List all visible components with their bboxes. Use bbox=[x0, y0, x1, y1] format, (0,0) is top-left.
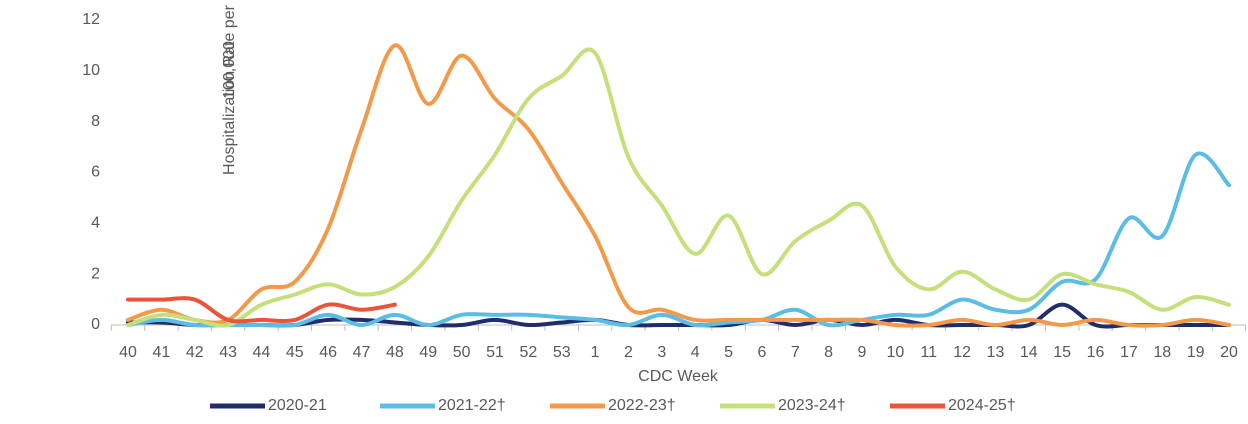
y-tick-label: 6 bbox=[91, 164, 100, 181]
x-tick-label: 1 bbox=[591, 344, 600, 361]
x-tick-label: 49 bbox=[419, 344, 437, 361]
series-line bbox=[126, 296, 397, 324]
x-tick-label: 43 bbox=[219, 344, 237, 361]
x-tick-label: 5 bbox=[724, 344, 733, 361]
x-tick-label: 47 bbox=[353, 344, 371, 361]
x-tick-label: 4 bbox=[691, 344, 700, 361]
x-tick-label: 51 bbox=[486, 344, 504, 361]
x-tick-label: 7 bbox=[791, 344, 800, 361]
x-tick-label: 44 bbox=[253, 344, 271, 361]
x-tick-label: 11 bbox=[920, 344, 937, 361]
x-tick-label: 15 bbox=[1053, 344, 1071, 361]
series-line bbox=[126, 47, 1231, 328]
x-tick-label: 40 bbox=[119, 344, 137, 361]
x-tick-label: 8 bbox=[824, 344, 833, 361]
x-tick-label: 14 bbox=[1020, 344, 1038, 361]
series-line bbox=[126, 302, 1231, 329]
x-tick-label: 48 bbox=[386, 344, 404, 361]
y-label-line: Hospitalization Rate per bbox=[221, 4, 238, 175]
legend-label: 2020-21 bbox=[268, 397, 327, 414]
legend-label: 2022-23† bbox=[608, 397, 676, 414]
legend-label: 2023-24† bbox=[778, 397, 846, 414]
x-tick-label: 53 bbox=[553, 344, 571, 361]
x-tick-label: 19 bbox=[1187, 344, 1205, 361]
x-tick-label: 9 bbox=[858, 344, 867, 361]
y-tick-label: 2 bbox=[91, 265, 100, 282]
y-label-line: 100,000 bbox=[221, 41, 238, 99]
legend-label: 2024-25† bbox=[948, 397, 1016, 414]
y-tick-label: 12 bbox=[82, 11, 100, 28]
series-line bbox=[126, 151, 1231, 328]
x-tick-label: 45 bbox=[286, 344, 304, 361]
x-tick-label: 52 bbox=[519, 344, 537, 361]
x-tick-label: 16 bbox=[1087, 344, 1105, 361]
y-tick-label: 8 bbox=[91, 113, 100, 130]
x-tick-label: 17 bbox=[1120, 344, 1138, 361]
x-tick-label: 10 bbox=[886, 344, 904, 361]
x-tick-label: 13 bbox=[987, 344, 1005, 361]
x-tick-label: 18 bbox=[1153, 344, 1171, 361]
x-tick-label: 46 bbox=[319, 344, 337, 361]
series-line bbox=[126, 43, 1231, 328]
x-tick-label: 12 bbox=[953, 344, 971, 361]
y-tick-label: 0 bbox=[91, 316, 100, 333]
x-label: CDC Week bbox=[638, 368, 719, 385]
legend-label: 2021-22† bbox=[438, 397, 506, 414]
x-tick-label: 2 bbox=[624, 344, 633, 361]
y-tick-label: 4 bbox=[91, 215, 100, 232]
x-tick-label: 6 bbox=[757, 344, 766, 361]
x-tick-label: 20 bbox=[1220, 344, 1238, 361]
x-tick-label: 41 bbox=[152, 344, 170, 361]
x-tick-label: 50 bbox=[453, 344, 471, 361]
x-tick-label: 42 bbox=[186, 344, 204, 361]
y-tick-label: 10 bbox=[82, 62, 100, 79]
x-tick-label: 3 bbox=[657, 344, 666, 361]
